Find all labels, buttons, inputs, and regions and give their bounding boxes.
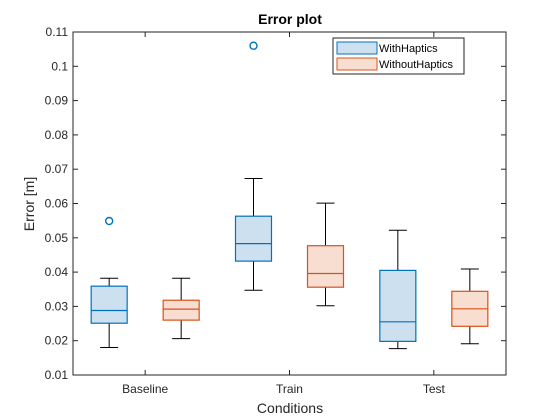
legend-swatch: [336, 57, 378, 71]
legend: WithHaptics WithoutHaptics: [332, 37, 465, 75]
y-tick-label: 0.1: [51, 59, 68, 73]
iqr-box: [90, 285, 128, 324]
box-WithHaptics-Test: [379, 229, 417, 350]
x-axis-label: Conditions: [257, 400, 323, 416]
y-tick-label: 0.11: [46, 25, 69, 39]
y-tick-label: 0.08: [45, 128, 69, 142]
x-tick-label: Train: [276, 382, 303, 396]
legend-label: WithHaptics: [379, 43, 438, 55]
axes-frame: [72, 31, 507, 376]
iqr-box: [306, 245, 345, 288]
legend-swatch: [336, 41, 378, 55]
axis-ticks: 0.01 0.02 0.03 0.04 0.05 0.06 0.07 0.08 0.09 0.1 0…: [45, 25, 506, 396]
box-WithoutHaptics-Baseline: [162, 277, 200, 340]
y-tick-label: 0.06: [45, 197, 69, 211]
iqr-box: [162, 299, 200, 321]
box-WithoutHaptics-Train: [306, 202, 345, 307]
y-tick-label: 0.01: [45, 368, 69, 382]
y-tick-label: 0.04: [45, 265, 69, 279]
x-tick-label: Test: [423, 382, 446, 396]
y-tick-label: 0.07: [45, 162, 69, 176]
y-tick-label: 0.03: [45, 299, 69, 313]
x-tick-label: Baseline: [122, 382, 168, 396]
y-tick-label: 0.09: [45, 94, 69, 108]
outlier-point: [249, 41, 258, 50]
plot-marks: [90, 41, 489, 350]
outlier-point: [104, 216, 114, 226]
box-WithHaptics-Train: [234, 41, 273, 291]
iqr-box: [379, 269, 417, 342]
chart-title: Error plot: [258, 11, 322, 27]
y-axis-label: Error [m]: [21, 177, 37, 231]
y-tick-label: 0.02: [45, 334, 69, 348]
box-WithoutHaptics-Test: [451, 268, 489, 345]
y-tick-label: 0.05: [45, 231, 69, 245]
iqr-box: [234, 215, 273, 262]
legend-label: WithoutHaptics: [379, 59, 453, 71]
box-WithHaptics-Baseline: [90, 216, 128, 349]
